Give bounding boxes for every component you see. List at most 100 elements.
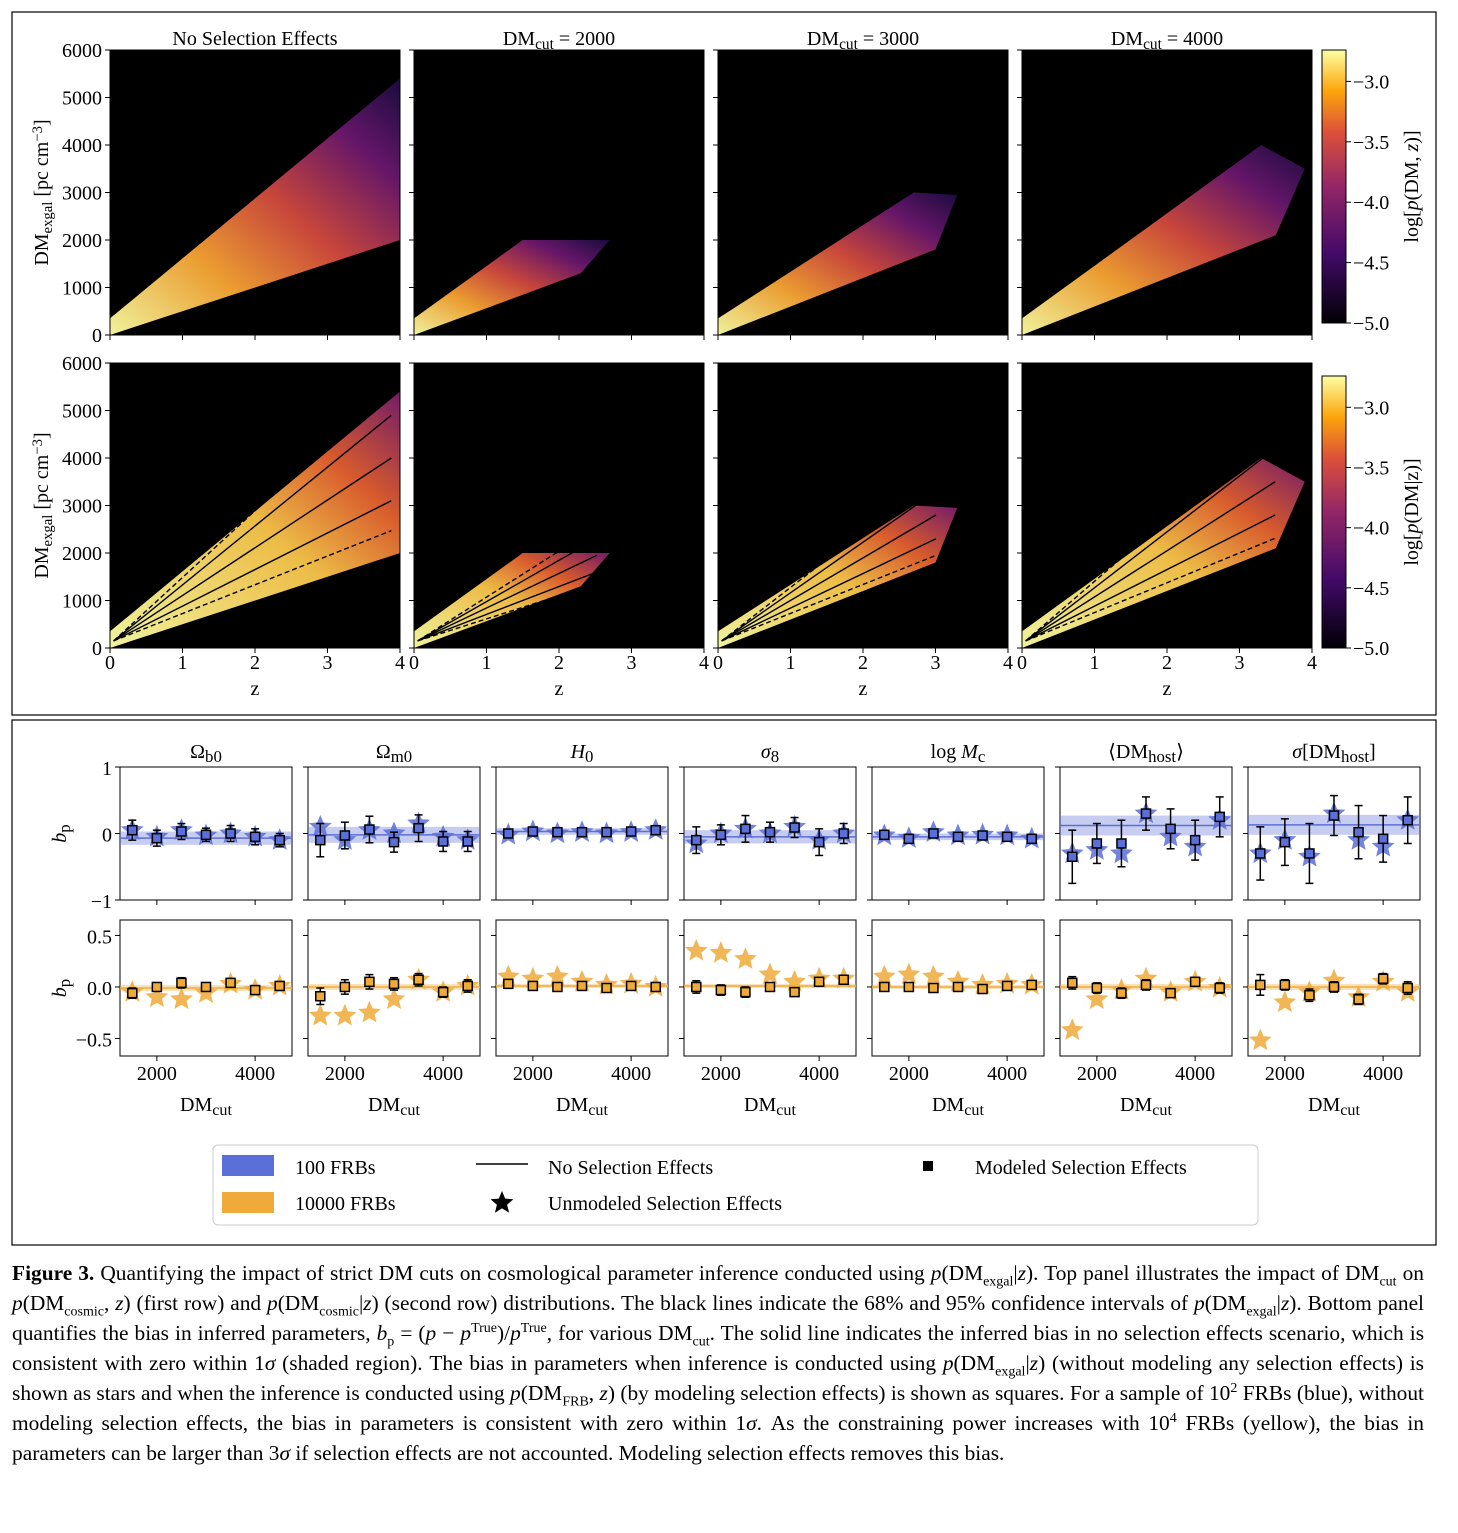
heatmap-density bbox=[718, 192, 958, 335]
text-part: cut bbox=[535, 36, 555, 53]
caption-text: cosmic bbox=[64, 1304, 104, 1320]
caption-text: FRBs (yellow), the bias in parameters ca… bbox=[12, 1411, 1424, 1465]
unmodeled-star bbox=[1273, 990, 1297, 1013]
y-tick-label: 0.0 bbox=[87, 978, 112, 1000]
text-part: DM bbox=[31, 546, 53, 578]
modeled-square bbox=[977, 830, 988, 841]
colorbar-tick-label: −3.0 bbox=[1353, 71, 1389, 93]
colorbar bbox=[1321, 375, 1347, 649]
heatmap-density bbox=[110, 391, 400, 648]
text-part: No Selection Effects bbox=[172, 28, 337, 50]
caption-text: z bbox=[1017, 1261, 1027, 1285]
x-tick-label: 2000 bbox=[513, 1063, 553, 1085]
legend-label: Modeled Selection Effects bbox=[975, 1157, 1187, 1179]
caption-text: p bbox=[12, 1291, 23, 1315]
confidence-contour bbox=[417, 526, 598, 642]
text-part: M bbox=[960, 741, 979, 763]
caption-text: , for various DM bbox=[546, 1321, 693, 1345]
modeled-square bbox=[789, 986, 800, 998]
x-axis-label: DMcut bbox=[368, 1094, 420, 1119]
text-part: host bbox=[1341, 747, 1369, 766]
modeled-square bbox=[339, 981, 351, 993]
modeled-square bbox=[225, 828, 236, 839]
caption-text: σ bbox=[264, 1351, 276, 1375]
caption-text: (DM bbox=[941, 1261, 984, 1285]
x-tick-label: 3 bbox=[1235, 652, 1245, 674]
modeled-square bbox=[1067, 851, 1078, 863]
modeled-square bbox=[903, 981, 915, 993]
y-tick-label: 1000 bbox=[62, 278, 102, 300]
text-part: 8 bbox=[771, 747, 779, 766]
caption-text: p bbox=[942, 1351, 954, 1375]
x-tick-label: 1 bbox=[1090, 652, 1100, 674]
modeled-square bbox=[437, 986, 449, 998]
x-axis-label: DMcut bbox=[1308, 1094, 1360, 1119]
modeled-square bbox=[601, 982, 612, 994]
modeled-square bbox=[339, 830, 351, 841]
modeled-square bbox=[1140, 979, 1152, 991]
text-part: Ω bbox=[376, 741, 391, 763]
caption-label: Figure 3. bbox=[12, 1261, 95, 1285]
y-axis-label: DMexgal [pc cm−3] bbox=[30, 119, 56, 265]
x-tick-label: 4000 bbox=[987, 1063, 1027, 1085]
text-part: b0 bbox=[205, 747, 222, 766]
unmodeled-star bbox=[358, 1000, 381, 1023]
heatmap-density bbox=[414, 553, 610, 648]
text-part: ⟩ bbox=[1176, 741, 1184, 763]
colorbar-label: log[p(DM|z)] bbox=[1401, 458, 1423, 565]
text-part: m0 bbox=[391, 747, 412, 766]
colorbar-tick-label: −5.0 bbox=[1353, 313, 1389, 335]
text-part: z bbox=[1401, 144, 1423, 153]
caption-text: p bbox=[510, 1321, 521, 1345]
caption-text: − bbox=[436, 1321, 461, 1345]
caption: Figure 3. Quantifying the impact of stri… bbox=[12, 1258, 1424, 1468]
modeled-square bbox=[813, 836, 825, 848]
modeled-square bbox=[151, 832, 163, 844]
text-part: [pc cm bbox=[31, 141, 53, 201]
text-part: = 3000 bbox=[858, 28, 919, 50]
caption-text: cut bbox=[692, 1334, 710, 1350]
unmodeled-star bbox=[758, 962, 782, 985]
modeled-square bbox=[1377, 833, 1389, 845]
unmodeled-star bbox=[971, 972, 994, 995]
modeled-square bbox=[1116, 838, 1127, 849]
unmodeled-star bbox=[946, 969, 970, 992]
modeled-square bbox=[625, 980, 637, 992]
y-tick-label: 5000 bbox=[62, 88, 102, 110]
confidence-contour bbox=[417, 582, 598, 642]
modeled-square bbox=[1026, 833, 1037, 845]
modeled-square bbox=[462, 980, 473, 992]
x-tick-label: 4000 bbox=[799, 1063, 839, 1085]
text-part: ] bbox=[31, 119, 53, 126]
modeled-square bbox=[437, 836, 449, 847]
modeled-square bbox=[1353, 826, 1364, 838]
text-part: [pc cm bbox=[31, 454, 53, 514]
modeled-square bbox=[952, 981, 964, 993]
caption-text: FRB bbox=[562, 1394, 589, 1410]
text-part: DM bbox=[556, 1094, 588, 1116]
y-tick-label: 2000 bbox=[62, 543, 102, 565]
text-part: ] bbox=[31, 432, 53, 439]
x-tick-label: 2 bbox=[1162, 652, 1172, 674]
panel-title: DMcut = 4000 bbox=[1111, 28, 1223, 53]
modeled-square bbox=[928, 828, 939, 839]
modeled-square bbox=[1001, 831, 1013, 843]
x-tick-label: 2000 bbox=[1077, 1063, 1117, 1085]
modeled-square bbox=[225, 977, 236, 989]
text-part: = 2000 bbox=[554, 28, 615, 50]
modeled-square bbox=[625, 826, 637, 837]
confidence-contour bbox=[113, 384, 392, 642]
caption-text: )/ bbox=[497, 1321, 511, 1345]
x-tick-label: 4000 bbox=[423, 1063, 463, 1085]
confidence-contour bbox=[721, 538, 937, 642]
modeled-square bbox=[176, 826, 187, 837]
text-part: DM bbox=[744, 1094, 776, 1116]
caption-text: 4 bbox=[1169, 1410, 1177, 1426]
modeled-square bbox=[650, 824, 661, 836]
unmodeled-star bbox=[521, 966, 545, 989]
caption-text: 2 bbox=[1230, 1380, 1238, 1396]
colorbar-tick-label: −3.5 bbox=[1353, 457, 1389, 479]
modeled-square bbox=[315, 834, 326, 846]
y-tick-label: 3000 bbox=[62, 496, 102, 518]
x-tick-label: 2 bbox=[858, 652, 868, 674]
